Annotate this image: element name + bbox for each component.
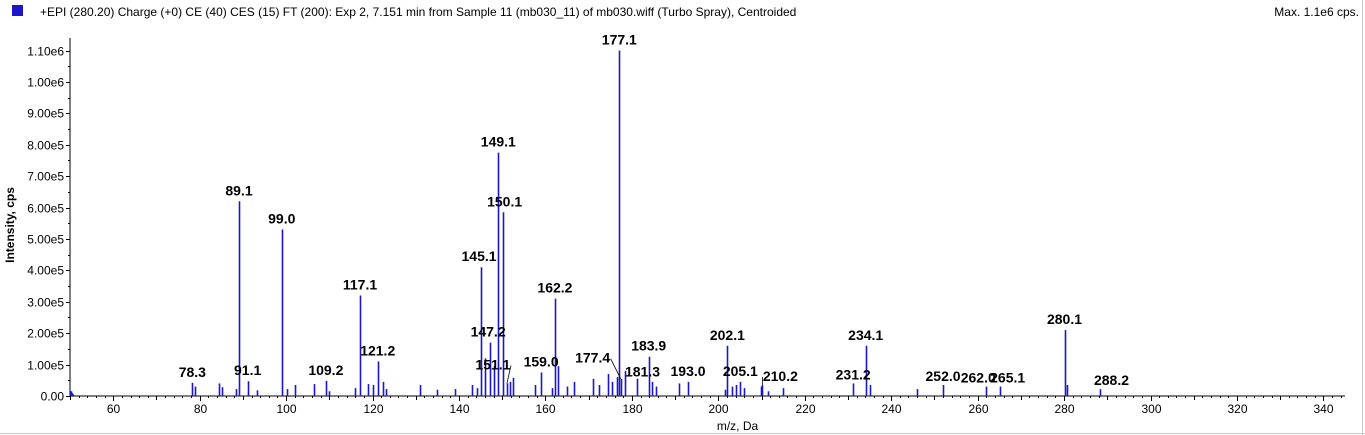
x-tick-label: 240 <box>881 402 901 416</box>
peak-label: 121.2 <box>360 342 395 358</box>
peak-bars <box>70 50 1102 396</box>
peak-label: 280.1 <box>1047 311 1082 327</box>
y-tick-label: 2.00e5 <box>27 327 64 341</box>
y-tick-label: 6.00e5 <box>27 202 64 216</box>
peak-label: 262.0 <box>961 370 996 386</box>
label-leader-line <box>506 365 512 384</box>
peak-label: 109.2 <box>308 362 343 378</box>
x-tick-label: 140 <box>449 402 469 416</box>
axes: 0.00 1.00e5 2.00e5 3.00e5 4.00e5 5.00e5 6.00e5… <box>27 38 1345 416</box>
peak-label: 252.0 <box>926 368 961 384</box>
peak-label: 177.4 <box>575 350 610 366</box>
x-tick-label: 200 <box>708 402 728 416</box>
peak-label: 183.9 <box>631 338 666 354</box>
x-tick-label: 180 <box>622 402 642 416</box>
peak-label: 202.1 <box>710 327 745 343</box>
y-tick-label: 1.00e5 <box>27 359 64 373</box>
y-tick-label: 4.00e5 <box>27 264 64 278</box>
peak-label: 234.1 <box>848 327 883 343</box>
x-tick-label: 80 <box>194 402 208 416</box>
spectrum-title: +EPI (280.20) Charge (+0) CE (40) CES (1… <box>40 5 797 19</box>
x-tick-label: 260 <box>968 402 988 416</box>
x-tick-label: 300 <box>1141 402 1161 416</box>
peak-label: 265.1 <box>990 370 1025 386</box>
axis-start-marker <box>70 390 75 396</box>
x-tick-label: 100 <box>276 402 296 416</box>
peak-label: 288.2 <box>1094 372 1129 388</box>
peak-label: 177.1 <box>602 32 637 48</box>
x-tick-label: 220 <box>795 402 815 416</box>
y-tick-label: 5.00e5 <box>27 233 64 247</box>
peak-label: 231.2 <box>836 366 871 382</box>
peak-label: 150.1 <box>487 193 522 209</box>
x-tick-label: 320 <box>1227 402 1247 416</box>
peak-label: 210.2 <box>763 368 798 384</box>
y-tick-label: 7.00e5 <box>27 170 64 184</box>
y-axis-title: Intensity, cps <box>3 187 17 263</box>
peak-label: 149.1 <box>481 134 516 150</box>
peak-label: 162.2 <box>537 280 572 296</box>
peak-labels: 78.3 89.1 91.1 99.0 109.2 117.1 121.2 145.1 147.… <box>179 32 1130 389</box>
y-tick-label: 8.00e5 <box>27 139 64 153</box>
y-tick-label: 1.00e6 <box>27 76 64 90</box>
series-color-swatch <box>12 5 23 16</box>
peak-label: 145.1 <box>462 248 497 264</box>
panel-border-right <box>1362 0 1363 435</box>
y-tick-label: 1.10e6 <box>27 45 64 59</box>
peak-label: 151.1 <box>475 356 510 372</box>
x-tick-label: 120 <box>363 402 383 416</box>
axis-titles: m/z, Da Intensity, cps <box>3 187 758 433</box>
panel-border-bottom <box>0 433 1365 434</box>
peak-label: 147.2 <box>471 324 506 340</box>
peak-label: 78.3 <box>179 364 206 380</box>
x-tick-label: 60 <box>107 402 121 416</box>
y-tick-label: 9.00e5 <box>27 107 64 121</box>
peak-label: 89.1 <box>225 182 252 198</box>
x-tick-label: 160 <box>535 402 555 416</box>
peak-label: 205.1 <box>723 363 758 379</box>
spectrum-header: +EPI (280.20) Charge (+0) CE (40) CES (1… <box>0 0 1365 24</box>
peak-label: 159.0 <box>524 353 559 369</box>
y-tick-label: 3.00e5 <box>27 296 64 310</box>
x-tick-label: 280 <box>1054 402 1074 416</box>
x-tick-label: 340 <box>1313 402 1333 416</box>
peak-label: 193.0 <box>671 363 706 379</box>
max-intensity-label: Max. 1.1e6 cps. <box>1274 5 1359 19</box>
x-axis-title: m/z, Da <box>717 419 759 433</box>
peak-label: 181.3 <box>625 364 660 380</box>
peak-label: 91.1 <box>234 362 261 378</box>
peak-label: 99.0 <box>268 211 295 227</box>
label-leader-line <box>610 358 621 379</box>
y-tick-label: 0.00 <box>41 390 65 404</box>
peak-label: 117.1 <box>343 277 377 293</box>
